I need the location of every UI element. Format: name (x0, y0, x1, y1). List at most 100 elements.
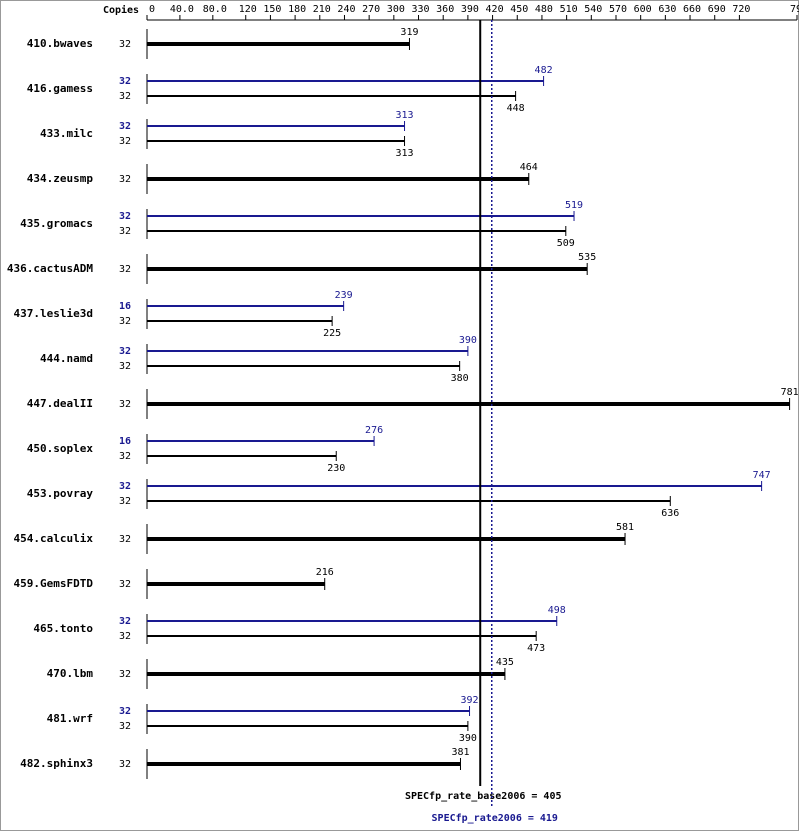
value-label: 239 (335, 290, 353, 301)
x-tick-label: 40.0 (170, 4, 194, 15)
bar (147, 635, 537, 637)
bar (147, 762, 461, 766)
value-label: 225 (323, 328, 341, 339)
x-tick-label: 180 (288, 4, 306, 15)
category-label: 450.soplex (27, 442, 94, 455)
category-label: 437.leslie3d (14, 307, 93, 320)
x-tick-label: 600 (634, 4, 652, 15)
bar (147, 177, 529, 181)
x-tick-label: 720 (732, 4, 750, 15)
copies-label: 32 (119, 346, 131, 357)
copies-label: 32 (119, 136, 131, 147)
x-tick-label: 630 (658, 4, 676, 15)
bar (147, 582, 325, 586)
x-tick-label: 450 (510, 4, 528, 15)
bar (147, 80, 544, 82)
value-label: 482 (535, 65, 553, 76)
bar (147, 95, 516, 97)
bar (147, 440, 375, 442)
copies-label: 32 (119, 481, 131, 492)
bar (147, 725, 468, 727)
reference-label: SPECfp_rate2006 = 419 (432, 813, 558, 824)
bar (147, 267, 588, 271)
x-tick-label: 570 (609, 4, 627, 15)
reference-name: SPECfp_rate2006 = (432, 813, 534, 824)
value-label: 581 (616, 522, 634, 533)
copies-label: 32 (119, 669, 131, 680)
copies-label: 32 (119, 451, 131, 462)
category-label: 444.namd (40, 352, 93, 365)
copies-label: 32 (119, 534, 131, 545)
copies-label: 32 (119, 361, 131, 372)
category-label: 465.tonto (33, 622, 93, 635)
value-label: 535 (578, 252, 596, 263)
value-label: 747 (753, 470, 771, 481)
x-tick-label: 390 (461, 4, 479, 15)
value-label: 380 (451, 373, 469, 384)
reference-value: 405 (543, 791, 561, 802)
bar (147, 620, 557, 622)
x-tick-label: 240 (337, 4, 355, 15)
reference-name: SPECfp_rate_base2006 = (405, 791, 537, 802)
copies-label: 16 (119, 436, 131, 447)
category-label: 416.gamess (27, 82, 93, 95)
bar (147, 350, 468, 352)
value-label: 216 (316, 567, 334, 578)
value-label: 464 (520, 162, 538, 173)
copies-label: 32 (119, 226, 131, 237)
category-label: 453.povray (27, 487, 94, 500)
copies-label: 32 (119, 706, 131, 717)
value-label: 473 (527, 643, 545, 654)
value-label: 313 (396, 148, 414, 159)
category-label: 433.milc (40, 127, 93, 140)
value-label: 781 (781, 387, 799, 398)
category-label: 481.wrf (47, 712, 93, 725)
x-tick-label: 150 (263, 4, 281, 15)
bar (147, 140, 405, 142)
category-label: 482.sphinx3 (20, 757, 93, 770)
copies-label: 32 (119, 399, 131, 410)
copies-label: 32 (119, 211, 131, 222)
bar (147, 672, 505, 676)
x-tick-label: 210 (313, 4, 331, 15)
x-tick-label: 660 (683, 4, 701, 15)
category-label: 454.calculix (14, 532, 94, 545)
copies-label: 32 (119, 759, 131, 770)
copies-label: 32 (119, 579, 131, 590)
x-tick-label: 360 (436, 4, 454, 15)
x-tick-label: 120 (239, 4, 257, 15)
value-label: 509 (557, 238, 575, 249)
bar (147, 485, 762, 487)
bar (147, 537, 626, 541)
copies-label: 32 (119, 496, 131, 507)
value-label: 636 (661, 508, 679, 519)
x-tick-label: 790 (790, 4, 799, 15)
value-label: 276 (365, 425, 383, 436)
value-label: 230 (327, 463, 345, 474)
copies-label: 32 (119, 631, 131, 642)
copies-label: 32 (119, 174, 131, 185)
copies-label: 32 (119, 616, 131, 627)
x-tick-label: 690 (708, 4, 726, 15)
category-label: 410.bwaves (27, 37, 93, 50)
x-tick-label: 80.0 (203, 4, 227, 15)
bar (147, 230, 566, 232)
copies-label: 32 (119, 721, 131, 732)
bar (147, 500, 671, 502)
bar (147, 215, 575, 217)
bar (147, 365, 460, 367)
copies-label: 32 (119, 39, 131, 50)
reference-value: 419 (540, 813, 558, 824)
category-label: 435.gromacs (20, 217, 93, 230)
category-label: 447.dealII (27, 397, 93, 410)
bar (147, 710, 470, 712)
category-label: 436.cactusADM (7, 262, 93, 275)
category-label: 459.GemsFDTD (14, 577, 94, 590)
reference-label: SPECfp_rate_base2006 = 405 (405, 791, 562, 802)
x-tick-label: 420 (486, 4, 504, 15)
bar (147, 125, 405, 127)
x-tick-label: 0 (149, 4, 155, 15)
copies-label: 32 (119, 264, 131, 275)
copies-label: 32 (119, 316, 131, 327)
